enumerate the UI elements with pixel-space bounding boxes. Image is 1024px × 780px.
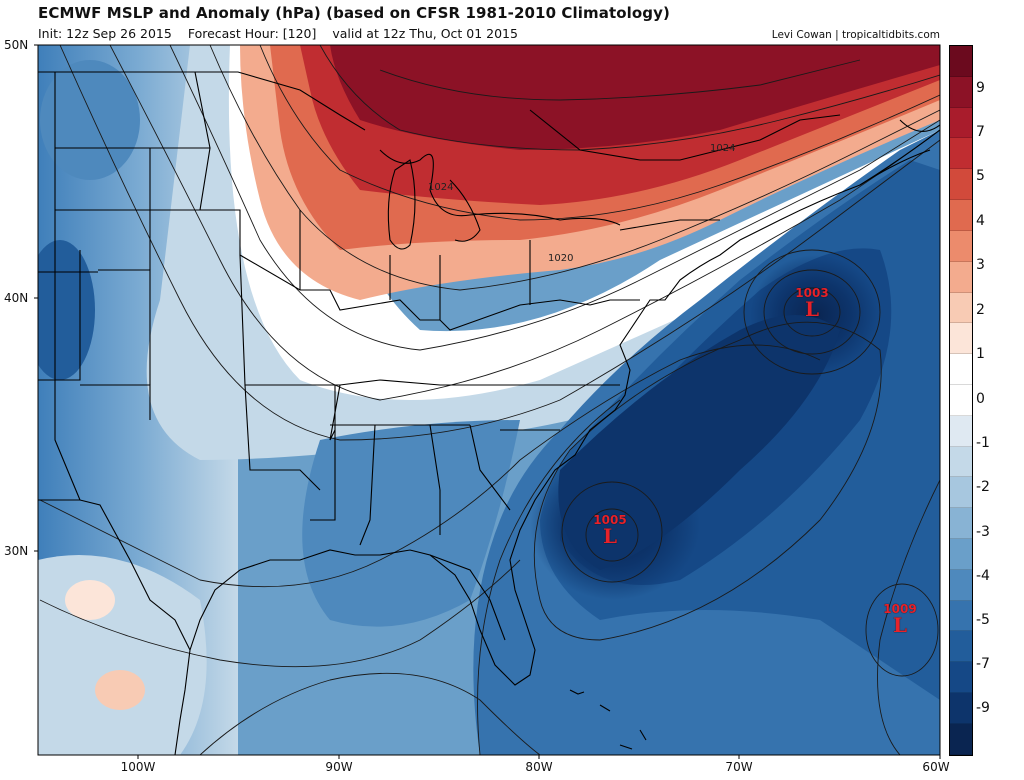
colorbar-label: 0 xyxy=(976,391,985,407)
colorbar-label: -7 xyxy=(976,656,990,672)
lon-label-100w: 100W xyxy=(120,760,156,774)
map-frame xyxy=(37,44,941,756)
low-pressure-value: 1005 xyxy=(593,513,627,527)
isobar-label: 1024 xyxy=(428,182,454,193)
colorbar-segment xyxy=(950,415,972,447)
colorbar-segment xyxy=(950,600,972,632)
colorbar-label: 7 xyxy=(976,124,985,140)
chart-title: ECMWF MSLP and Anomaly (hPa) (based on C… xyxy=(38,4,670,22)
forecast-hour: Forecast Hour: [120] xyxy=(187,26,317,41)
credit-text: Levi Cowan | tropicaltidbits.com xyxy=(771,29,940,41)
colorbar-segment xyxy=(950,631,972,663)
colorbar-label: 3 xyxy=(976,257,985,273)
colorbar-label: 4 xyxy=(976,213,985,229)
lon-label-80w: 80W xyxy=(525,760,553,774)
isobar-label: 1020 xyxy=(548,253,574,264)
isobars xyxy=(39,45,940,755)
colorbar-segment xyxy=(950,169,972,201)
colorbar-label: 5 xyxy=(976,168,985,184)
colorbar-segment xyxy=(950,384,972,416)
low-pressure-center: 1005 L xyxy=(588,513,632,548)
colorbar-segment xyxy=(950,508,972,539)
lon-label-90w: 90W xyxy=(325,760,353,774)
init-time: Init: 12z Sep 26 2015 xyxy=(38,26,172,41)
colorbar-segment xyxy=(950,662,972,694)
colorbar-segment xyxy=(950,477,972,509)
colorbar-segment xyxy=(950,569,972,601)
colorbar-segment xyxy=(950,230,972,262)
colorbar-segment xyxy=(950,446,972,478)
colorbar-label: 9 xyxy=(976,80,985,96)
low-symbol: L xyxy=(892,613,908,637)
lon-label-70w: 70W xyxy=(725,760,753,774)
colorbar-segment xyxy=(950,46,972,77)
colorbar-label: -1 xyxy=(976,435,990,451)
colorbar-segment xyxy=(950,539,972,570)
colorbar xyxy=(949,45,973,756)
lon-label-60w: 60W xyxy=(922,760,950,774)
map-field xyxy=(38,45,940,755)
colorbar-segment xyxy=(950,107,972,139)
low-pressure-value: 1003 xyxy=(795,286,829,300)
low-pressure-center: 1003 L xyxy=(790,286,834,321)
colorbar-label: -4 xyxy=(976,568,990,584)
colorbar-segment xyxy=(950,261,972,293)
colorbar-label: -3 xyxy=(976,524,990,540)
colorbar-segment xyxy=(950,723,972,755)
lat-label-40n: 40N xyxy=(4,291,29,305)
colorbar-segment xyxy=(950,693,972,724)
colorbar-label: 2 xyxy=(976,302,985,318)
colorbar-label: -2 xyxy=(976,479,990,495)
colorbar-segment xyxy=(950,76,972,108)
low-pressure-value: 1009 xyxy=(883,602,917,616)
lat-label-30n: 30N xyxy=(4,544,29,558)
colorbar-segment xyxy=(950,323,972,355)
valid-time: valid at 12z Thu, Oct 01 2015 xyxy=(332,26,518,41)
coastlines-and-borders xyxy=(38,71,940,755)
low-pressure-center: 1009 L xyxy=(878,602,922,637)
colorbar-label: 1 xyxy=(976,346,985,362)
isobar-label: 1024 xyxy=(710,143,736,154)
colorbar-segment xyxy=(950,354,972,385)
colorbar-segment xyxy=(950,138,972,170)
chart-subtitle: Init: 12z Sep 26 2015 Forecast Hour: [12… xyxy=(38,26,530,41)
axis-ticks xyxy=(34,44,941,759)
low-symbol: L xyxy=(804,297,820,321)
colorbar-segment xyxy=(950,200,972,231)
lat-label-50n: 50N xyxy=(4,38,29,52)
colorbar-label: -5 xyxy=(976,612,990,628)
colorbar-label: -9 xyxy=(976,700,990,716)
low-symbol: L xyxy=(602,524,618,548)
colorbar-segment xyxy=(950,292,972,324)
